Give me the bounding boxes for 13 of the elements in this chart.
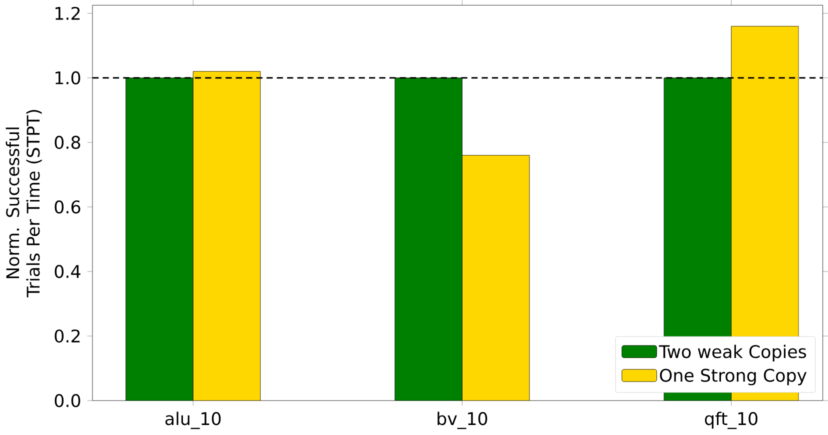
x-tick-label: qft_10	[704, 412, 758, 430]
x-tick-label: bv_10	[438, 412, 488, 430]
y-axis-title: Norm. Successful Trials Per Time (STPT)	[6, 110, 42, 298]
y-tick-label: 0.0	[54, 394, 80, 408]
y-tick-label: 0.2	[54, 330, 80, 343]
legend-label: One Strong Copy	[660, 368, 807, 386]
y-tick-label: 0.4	[54, 264, 80, 278]
y-tick-label: 1.2	[56, 6, 80, 20]
legend-label: Two weak Copies	[658, 344, 806, 362]
x-tick-label: alu_10	[165, 412, 221, 430]
y-tick-label: 1.0	[56, 71, 80, 84]
y-tick-label: 0.6	[54, 200, 80, 214]
y-tick-label: 0.8	[54, 136, 80, 150]
